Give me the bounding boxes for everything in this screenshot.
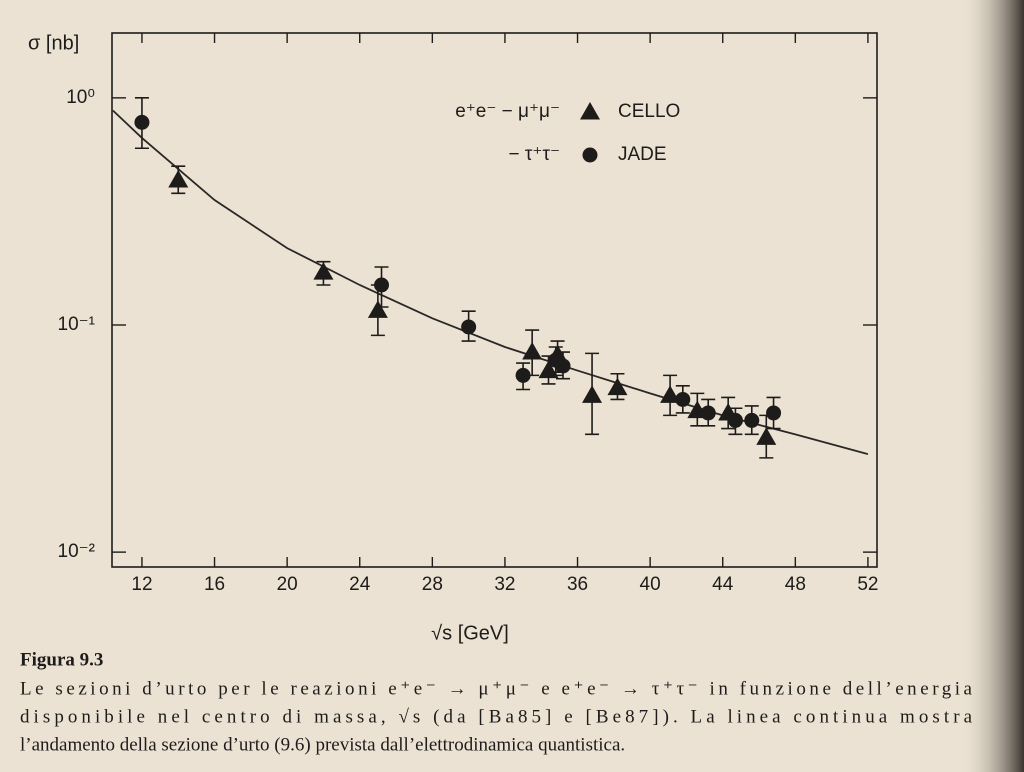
legend-reaction: e⁺e⁻ − μ⁺μ⁻ bbox=[455, 101, 560, 122]
x-tick-label: 44 bbox=[712, 574, 734, 595]
circle-marker bbox=[515, 367, 531, 383]
y-axis-title: σ [nb] bbox=[28, 32, 79, 54]
x-tick-label: 20 bbox=[277, 574, 298, 595]
circle-marker bbox=[555, 358, 571, 374]
caption-line: disponibile nel centro di massa, √s (da … bbox=[20, 706, 973, 727]
triangle-marker bbox=[538, 360, 559, 379]
legend-marker bbox=[582, 147, 598, 163]
triangle-marker bbox=[367, 300, 388, 318]
caption-line: l’andamento della sezione d’urto (9.6) p… bbox=[20, 734, 625, 755]
x-tick-label: 24 bbox=[349, 574, 371, 595]
circle-marker bbox=[374, 277, 390, 293]
triangle-marker bbox=[522, 342, 543, 360]
x-tick-label: 28 bbox=[422, 574, 443, 595]
triangle-marker bbox=[756, 427, 777, 445]
triangle-marker bbox=[607, 377, 628, 396]
x-tick-label: 16 bbox=[204, 574, 225, 595]
y-tick-label: 10⁻¹ bbox=[58, 314, 96, 335]
theory-curve bbox=[112, 109, 869, 456]
x-tick-label: 32 bbox=[494, 574, 515, 595]
triangle-marker bbox=[660, 385, 681, 403]
y-tick-label: 10⁰ bbox=[66, 87, 95, 108]
legend-label: CELLO bbox=[618, 101, 680, 122]
x-axis-title: √s [GeV] bbox=[431, 622, 509, 644]
caption-label: Figura 9.3 bbox=[20, 649, 103, 670]
y-tick-label: 10⁻² bbox=[58, 541, 96, 562]
x-tick-label: 48 bbox=[785, 574, 806, 595]
legend-reaction: − τ⁺τ⁻ bbox=[509, 144, 560, 165]
circle-marker bbox=[461, 319, 477, 335]
x-tick-label: 40 bbox=[640, 574, 661, 595]
caption-line: Le sezioni d’urto per le reazioni e⁺e⁻ →… bbox=[20, 678, 973, 699]
circle-marker bbox=[700, 405, 716, 421]
circle-marker bbox=[675, 391, 691, 407]
triangle-marker bbox=[582, 385, 603, 403]
circle-marker bbox=[766, 405, 782, 421]
legend-marker bbox=[580, 102, 600, 120]
x-tick-label: 12 bbox=[131, 574, 152, 595]
circle-marker bbox=[134, 114, 150, 130]
triangle-marker bbox=[313, 262, 334, 280]
x-tick-label: 52 bbox=[857, 574, 878, 595]
x-tick-label: 36 bbox=[567, 574, 588, 595]
page-shadow bbox=[960, 0, 1024, 772]
circle-marker bbox=[727, 412, 743, 428]
plot-frame bbox=[111, 32, 878, 568]
circle-marker bbox=[744, 412, 760, 428]
legend-label: JADE bbox=[618, 144, 667, 165]
triangle-marker bbox=[168, 169, 189, 188]
